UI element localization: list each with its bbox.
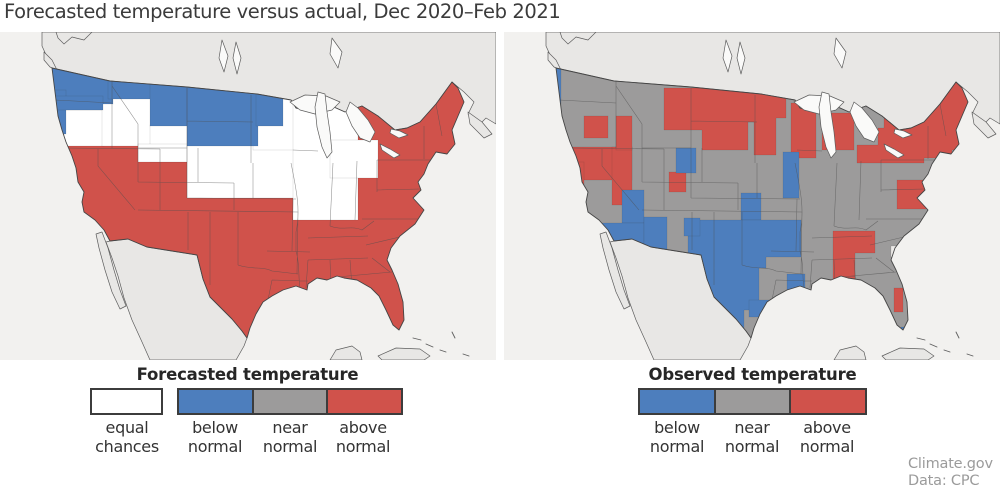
near-normal-swatch: [251, 390, 327, 413]
below-normal-label: below normal: [649, 418, 705, 456]
attribution: Climate.gov Data: CPC: [908, 456, 993, 490]
forecast-color-bar: [177, 388, 403, 415]
above-normal-swatch: [326, 390, 402, 413]
forecast-map: [0, 32, 496, 360]
below-normal-label: below normal: [187, 418, 243, 456]
forecast-map-panel: [0, 32, 496, 360]
below-normal-swatch: [179, 390, 252, 413]
observed-legend: Observed temperature below normal near nor…: [636, 365, 869, 463]
equal-chances-swatch: [90, 388, 163, 415]
observed-color-bar: [638, 388, 867, 415]
attribution-source: Climate.gov: [908, 456, 993, 472]
equal-chances-label: equal chances: [95, 418, 159, 456]
attribution-data-source: Data: CPC: [908, 473, 980, 490]
forecast-legend-labels: equal chances below normal near normal abov…: [90, 418, 405, 463]
near-normal-label: near normal: [262, 418, 318, 456]
observed-legend-labels: below normal near normal above normal: [636, 418, 869, 463]
observed-legend-title: Observed temperature: [648, 365, 857, 384]
forecast-legend-title: Forecasted temperature: [136, 365, 359, 384]
below-normal-swatch: [640, 390, 714, 413]
observed-map-panel: [504, 32, 1000, 360]
forecast-legend: Forecasted temperature equal chances belo…: [90, 365, 405, 463]
observed-legend-swatches: [636, 388, 869, 416]
near-normal-label: near normal: [724, 418, 780, 456]
near-normal-swatch: [713, 390, 790, 413]
observed-map: [504, 32, 1000, 360]
above-normal-label: above normal: [799, 418, 855, 456]
above-normal-swatch: [789, 390, 866, 413]
page-title: Forecasted temperature versus actual, De…: [4, 0, 561, 23]
above-normal-label: above normal: [335, 418, 391, 456]
forecast-below-normal-regions: [52, 68, 284, 147]
forecast-legend-swatches: [90, 388, 405, 416]
